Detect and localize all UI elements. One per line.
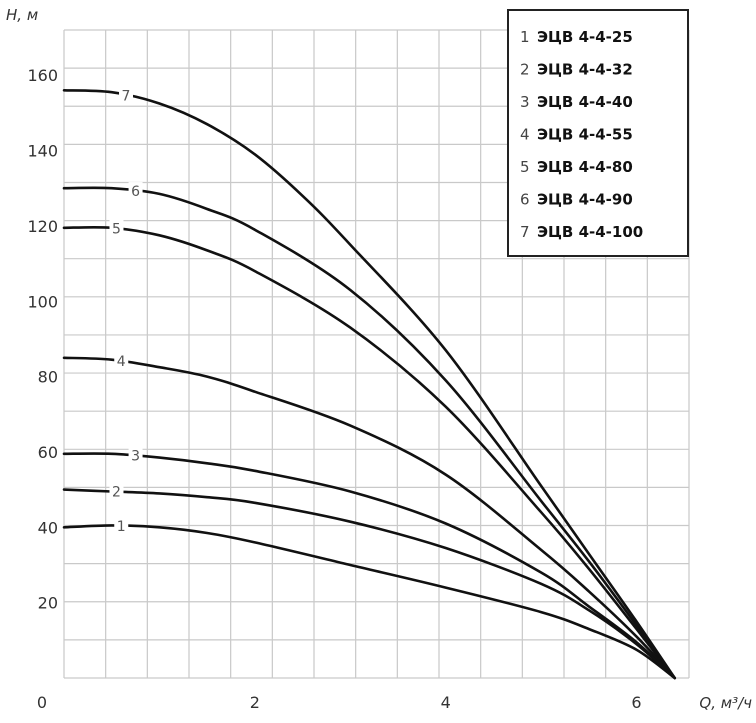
curve-label-1: 1 bbox=[117, 519, 126, 535]
y-axis-title: H, м bbox=[6, 6, 38, 24]
x-tick-label: 4 bbox=[441, 693, 451, 712]
curve-label-bg bbox=[128, 446, 143, 463]
curve-label-4: 4 bbox=[117, 354, 126, 370]
curve-label-7: 7 bbox=[122, 89, 131, 105]
curves bbox=[62, 89, 676, 680]
legend-number: 1 bbox=[520, 28, 530, 46]
legend-number: 5 bbox=[520, 158, 530, 176]
legend-entry: ЭЦВ 4-4-100 bbox=[537, 223, 643, 241]
curve-label-bg bbox=[119, 86, 134, 103]
legend-entry: ЭЦВ 4-4-32 bbox=[537, 61, 633, 79]
legend-entry: ЭЦВ 4-4-55 bbox=[537, 126, 633, 144]
legend-entry: ЭЦВ 4-4-40 bbox=[537, 93, 633, 111]
curve-3 bbox=[62, 452, 676, 680]
curve-2 bbox=[62, 488, 676, 680]
curve-4 bbox=[62, 356, 676, 680]
legend-number: 4 bbox=[520, 126, 530, 144]
y-tick-label: 60 bbox=[38, 443, 58, 462]
x-tick-label: 6 bbox=[631, 693, 641, 712]
y-tick-label: 160 bbox=[27, 66, 58, 85]
curve-label-5: 5 bbox=[112, 222, 121, 238]
legend-number: 6 bbox=[520, 191, 530, 209]
y-tick-label: 80 bbox=[38, 368, 58, 387]
y-tick-label: 20 bbox=[38, 594, 58, 613]
legend-box bbox=[507, 9, 689, 257]
x-tick-label: 2 bbox=[250, 693, 260, 712]
y-tick-label: 120 bbox=[27, 217, 58, 236]
curve-1 bbox=[62, 524, 676, 680]
y-tick-label: 100 bbox=[27, 292, 58, 311]
y-tick-label: 40 bbox=[38, 518, 58, 537]
legend-entry: ЭЦВ 4-4-80 bbox=[537, 158, 633, 176]
curve-label-bg bbox=[114, 352, 129, 369]
y-tick-label: 140 bbox=[27, 142, 58, 161]
legend-number: 3 bbox=[520, 93, 530, 111]
legend-number: 2 bbox=[520, 61, 530, 79]
curve-7 bbox=[62, 89, 676, 680]
legend-entry: ЭЦВ 4-4-25 bbox=[537, 28, 633, 46]
origin-label: 0 bbox=[37, 693, 47, 712]
legend-number: 7 bbox=[520, 223, 530, 241]
curve-6 bbox=[62, 186, 676, 680]
curve-label-bg bbox=[114, 516, 129, 533]
curve-labels: 1 2 3 4 5 6 7 bbox=[109, 86, 143, 535]
curve-label-bg bbox=[109, 219, 124, 236]
x-axis-title: Q, м³/ч bbox=[699, 694, 752, 712]
legend: 1 ЭЦВ 4-4-25 2 ЭЦВ 4-4-32 3 ЭЦВ 4-4-40 4 ЭЦВ 4-… bbox=[507, 9, 689, 257]
curve-label-bg bbox=[128, 182, 143, 199]
curve-5 bbox=[62, 225, 676, 680]
curve-label-3: 3 bbox=[131, 449, 140, 465]
curve-label-2: 2 bbox=[112, 485, 121, 501]
legend-entry: ЭЦВ 4-4-90 bbox=[537, 191, 633, 209]
curve-label-bg bbox=[109, 482, 124, 499]
curve-label-6: 6 bbox=[131, 184, 140, 200]
